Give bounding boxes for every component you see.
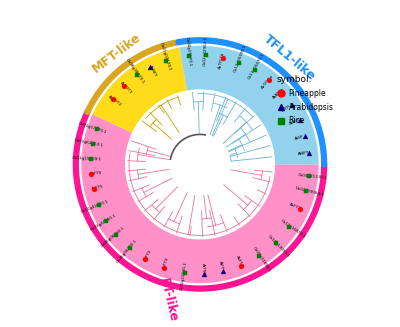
Text: Os01g62950.1: Os01g62950.1 [74, 138, 104, 148]
Text: Os08g38370.1: Os08g38370.1 [125, 58, 145, 85]
Text: AtTSF: AtTSF [202, 263, 206, 275]
Text: AtATC: AtATC [272, 89, 283, 100]
Text: Os12g05590.1: Os12g05590.1 [233, 44, 248, 74]
Text: AtTFL1: AtTFL1 [281, 102, 295, 112]
Text: MFT-like: MFT-like [90, 31, 143, 76]
Text: AcFT5: AcFT5 [92, 185, 105, 191]
Text: AcFT7: AcFT7 [289, 202, 302, 211]
Text: Os06g06380.1: Os06g06380.1 [100, 226, 126, 249]
Text: Os01g11940.1: Os01g11940.1 [180, 262, 188, 291]
Text: Pineapple: Pineapple [289, 89, 326, 98]
Text: Os03g44180.1: Os03g44180.1 [89, 213, 117, 232]
Text: AtBFY: AtBFY [289, 118, 302, 126]
Text: AtFT: AtFT [218, 260, 224, 270]
Text: Os02g32950.1: Os02g32950.1 [203, 36, 209, 66]
Text: Arabidopsis: Arabidopsis [289, 103, 334, 112]
Text: AtMFT: AtMFT [148, 65, 157, 78]
Text: AcFT3: AcFT3 [143, 249, 153, 261]
Text: Os10g41090.1: Os10g41090.1 [80, 199, 110, 214]
Text: Ds02g39064.1: Ds02g39064.1 [295, 186, 325, 198]
Text: Ds04g41130.1: Ds04g41130.1 [298, 173, 327, 180]
Text: AtBFT: AtBFT [298, 151, 310, 156]
Text: AcFT9: AcFT9 [90, 171, 102, 176]
Text: Ds04g33570.1: Ds04g33570.1 [185, 37, 192, 67]
Text: Os06g06320.1: Os06g06320.1 [116, 238, 138, 264]
Text: Os03g15909.1: Os03g15909.1 [72, 156, 102, 161]
Polygon shape [81, 114, 319, 283]
Text: Os09g33890.1: Os09g33890.1 [252, 246, 272, 273]
Text: AcMFT2: AcMFT2 [108, 94, 123, 107]
Text: AcFT4: AcFT4 [162, 257, 170, 269]
Text: AtSP: AtSP [294, 135, 304, 141]
Text: FT-like: FT-like [157, 277, 180, 323]
Text: AcTFL1b: AcTFL1b [218, 51, 226, 69]
Text: Os12g13039.1: Os12g13039.1 [267, 234, 290, 258]
Text: Rice: Rice [289, 116, 305, 125]
Polygon shape [92, 47, 187, 133]
Text: symbol:: symbol: [276, 75, 312, 84]
Text: Os01g17570.1: Os01g17570.1 [78, 121, 108, 134]
Text: Os01g02120.1: Os01g02120.1 [158, 42, 172, 72]
Text: Os11g05470.1: Os11g05470.1 [247, 53, 266, 80]
Text: Os11g16870.1: Os11g16870.1 [279, 219, 306, 239]
Text: AcTFL1a: AcTFL1a [260, 74, 274, 89]
Text: TFL1-like: TFL1-like [261, 32, 318, 83]
Polygon shape [179, 46, 319, 164]
Text: AcFT2: AcFT2 [235, 255, 243, 268]
Text: AcMFT1: AcMFT1 [119, 81, 133, 95]
